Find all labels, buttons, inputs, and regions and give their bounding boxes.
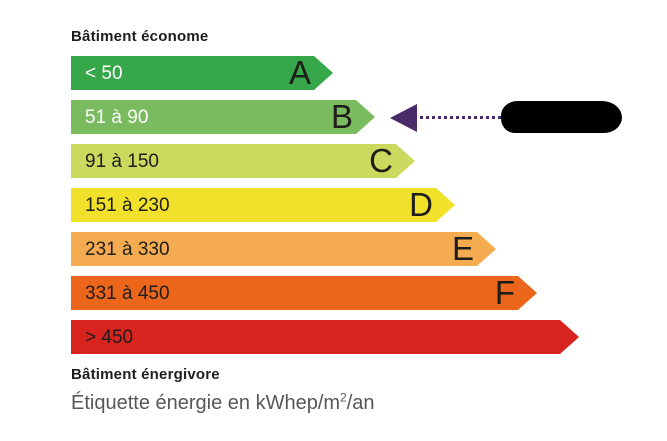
energy-class-range: < 50 [85,62,123,84]
chart-caption: Étiquette énergie en kWhep/m2/an [71,390,375,415]
energy-class-bar-c: 91 à 150 C [71,144,415,178]
energy-class-letter: D [409,185,433,223]
energy-class-range: > 450 [85,326,134,348]
caption-suffix: /an [346,392,375,414]
energy-class-letter: C [369,141,393,179]
energy-class-range: 231 à 330 [85,238,170,260]
energy-class-bar-e: 231 à 330 E [71,232,496,266]
energy-class-range: 91 à 150 [85,150,159,172]
energy-class-letter: F [494,273,515,311]
energy-class-letter: B [330,97,353,135]
redacted-value [501,101,622,133]
energy-class-bar-a: < 50 A [71,56,333,90]
energy-class-letter: A [288,53,311,91]
energy-class-bar-d: 151 à 230 D [71,188,455,222]
energy-class-range: 151 à 230 [85,194,170,216]
energy-class-letter: E [451,229,474,267]
energy-class-range: 51 à 90 [85,106,149,128]
energy-class-range: 331 à 450 [85,282,170,304]
energy-class-bar-f: 331 à 450 F [71,276,537,310]
indicator-dotted-line [420,116,501,119]
energy-class-bar-b: 51 à 90 B [71,100,375,134]
energy-hungry-building-label: Bâtiment énergivore [71,366,220,383]
caption-prefix: Étiquette énergie en kWhep/m [71,392,341,414]
economical-building-label: Bâtiment économe [71,28,209,45]
energy-class-bar-g: > 450 [71,320,579,354]
caption-superscript: 2 [340,390,347,405]
indicator-arrow-icon [390,104,417,132]
